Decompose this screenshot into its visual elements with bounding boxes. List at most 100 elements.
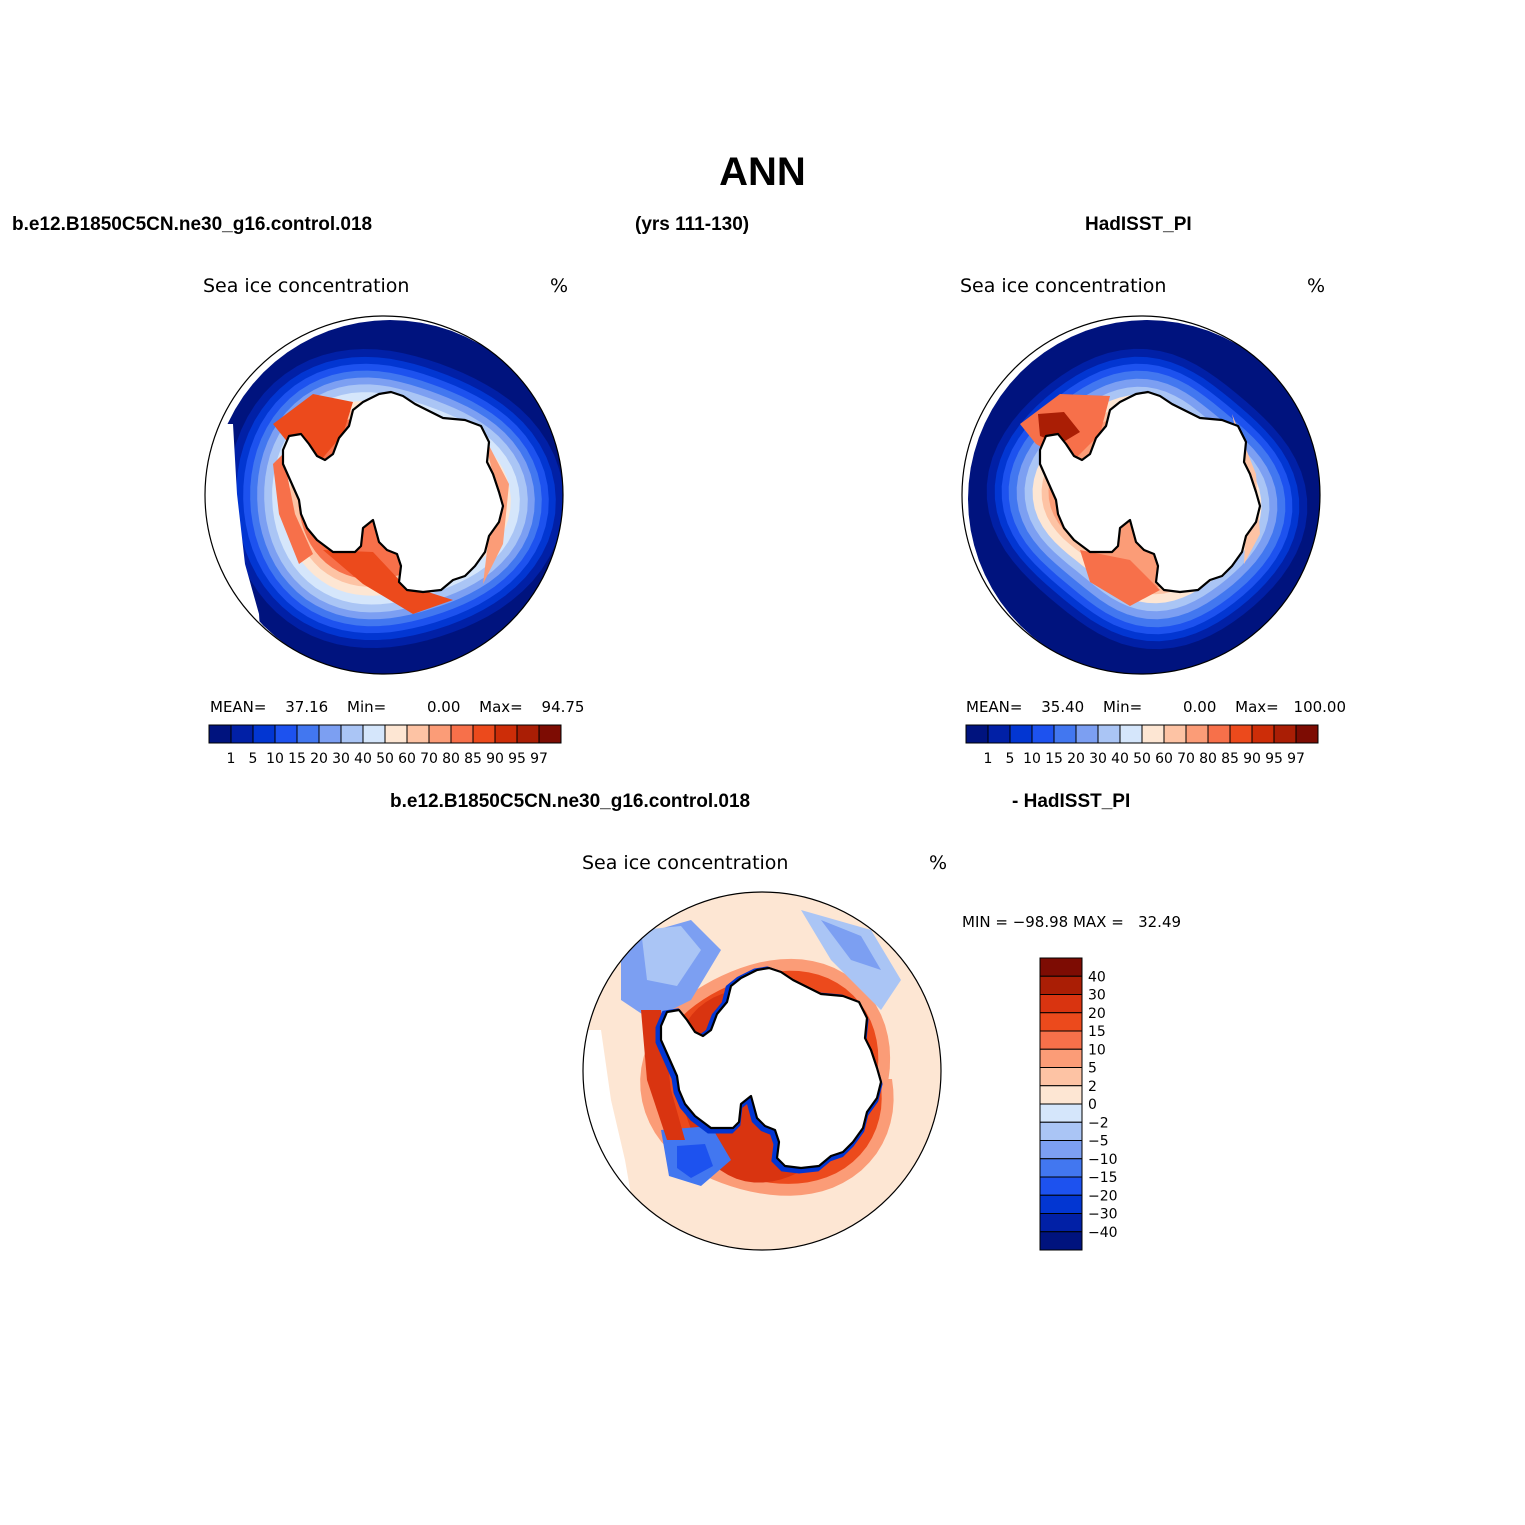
diff-colorbar-tick-label: 0: [1088, 1097, 1097, 1113]
diff-colorbar-tick-label: −2: [1088, 1115, 1109, 1131]
diff-colorbar-swatch: [1039, 1213, 1083, 1233]
obs-colorbar-tick-label: 10: [1023, 751, 1041, 767]
obs-colorbar-swatch: [1119, 724, 1143, 744]
obs-colorbar-swatch: [1207, 724, 1231, 744]
obs-colorbar-swatch: [1097, 724, 1121, 744]
obs-min-label: Min=: [1103, 698, 1143, 716]
model-colorbar-tick-label: 40: [354, 751, 372, 767]
diff-colorbar-swatch: [1039, 1158, 1083, 1178]
model-colorbar-swatch: [428, 724, 452, 744]
diff-obs-name: - HadISST_PI: [1012, 791, 1131, 812]
model-colorbar-tick-label: 60: [398, 751, 416, 767]
figure-title: ANN: [719, 150, 806, 194]
map-boundary: [204, 315, 564, 675]
model-colorbar-swatch: [472, 724, 496, 744]
diff-colorbar-tick-label: 15: [1088, 1024, 1106, 1040]
diff-colorbar-swatch: [1039, 1194, 1083, 1214]
obs-colorbar-swatch: [1075, 724, 1099, 744]
obs-colorbar-swatch: [1273, 724, 1297, 744]
obs-colorbar-swatch: [965, 724, 989, 744]
obs-polar-map: [961, 315, 1321, 675]
model-colorbar-swatch: [384, 724, 408, 744]
model-colorbar-swatch: [450, 724, 474, 744]
model-stats: MEAN= 37.16 Min= 0.00 Max= 94.75: [210, 698, 584, 716]
model-colorbar-tick-label: 85: [464, 751, 482, 767]
model-colorbar-swatch: [340, 724, 364, 744]
diff-colorbar-tick-label: 2: [1088, 1079, 1097, 1095]
antarctica-coastline: [659, 966, 883, 1170]
diff-colorbar-swatch: [1039, 1121, 1083, 1141]
obs-map-units: %: [1307, 275, 1326, 297]
model-colorbar-tick-label: 80: [442, 751, 460, 767]
obs-colorbar-tick-label: 95: [1265, 751, 1283, 767]
model-colorbar-swatch: [538, 724, 562, 744]
obs-colorbar-swatch: [1053, 724, 1077, 744]
obs-colorbar-tick-label: 20: [1067, 751, 1085, 767]
model-colorbar-swatch: [494, 724, 518, 744]
model-colorbar-swatch: [208, 724, 232, 744]
obs-colorbar-tick-label: 40: [1111, 751, 1129, 767]
model-colorbar-tick-label: 5: [249, 751, 258, 767]
diff-colorbar-tick-label: 30: [1088, 988, 1106, 1004]
diff-colorbar-swatch: [1039, 1030, 1083, 1050]
model-mean-label: MEAN=: [210, 698, 267, 716]
model-case-name: b.e12.B1850C5CN.ne30_g16.control.018: [12, 214, 373, 235]
obs-colorbar-tick-label: 60: [1155, 751, 1173, 767]
diff-map-title: Sea ice concentration: [582, 852, 789, 874]
diff-minmax: MIN = −98.98 MAX = 32.49: [962, 913, 1182, 931]
obs-mean-value: 35.40: [1041, 698, 1085, 716]
diff-colorbar-tick-label: −10: [1088, 1152, 1118, 1168]
model-colorbar-tick-label: 15: [288, 751, 306, 767]
diff-colorbar-tick-label: −5: [1088, 1134, 1109, 1150]
map-boundary: [961, 315, 1321, 675]
obs-colorbar-swatch: [1009, 724, 1033, 744]
model-colorbar-tick-label: 1: [227, 751, 236, 767]
model-max-label: Max=: [479, 698, 523, 716]
diff-colorbar-tick-label: −20: [1088, 1188, 1118, 1204]
model-colorbar-swatch: [230, 724, 254, 744]
model-colorbar-swatch: [274, 724, 298, 744]
obs-colorbar-swatch: [987, 724, 1011, 744]
obs-colorbar-swatch: [1229, 724, 1253, 744]
diff-colorbar-swatch: [1039, 994, 1083, 1014]
obs-colorbar-swatch: [1251, 724, 1275, 744]
diff-colorbar-swatch: [1039, 1067, 1083, 1087]
obs-colorbar-tick-label: 30: [1089, 751, 1107, 767]
diff-colorbar-swatch: [1039, 1231, 1083, 1251]
diff-colorbar-tick-label: 20: [1088, 1006, 1106, 1022]
antarctica-coastline: [1038, 390, 1262, 594]
model-colorbar-swatch: [296, 724, 320, 744]
diff-case-name: b.e12.B1850C5CN.ne30_g16.control.018: [390, 791, 751, 812]
obs-map-title: Sea ice concentration: [960, 275, 1167, 297]
diff-colorbar-tick-label: −30: [1088, 1207, 1118, 1223]
obs-colorbar-tick-label: 1: [984, 751, 993, 767]
model-colorbar-tick-label: 90: [486, 751, 504, 767]
model-colorbar-tick-label: 97: [530, 751, 548, 767]
model-min-label: Min=: [347, 698, 387, 716]
model-colorbar-tick-label: 10: [266, 751, 284, 767]
obs-colorbar-swatch: [1031, 724, 1055, 744]
diff-map-units: %: [929, 852, 948, 874]
model-colorbar-tick-label: 95: [508, 751, 526, 767]
model-colorbar-swatch: [362, 724, 386, 744]
model-colorbar-swatch: [252, 724, 276, 744]
obs-max-label: Max=: [1235, 698, 1279, 716]
diff-colorbar-swatch: [1039, 1140, 1083, 1160]
model-map-units: %: [550, 275, 569, 297]
obs-colorbar-tick-label: 90: [1243, 751, 1261, 767]
model-colorbar-tick-label: 30: [332, 751, 350, 767]
obs-colorbar: 1 5 10 15 20 30 40 50 60 70 80 85 90 95 97: [965, 724, 1319, 767]
obs-colorbar-swatch: [1163, 724, 1187, 744]
model-colorbar-swatch: [406, 724, 430, 744]
diff-colorbar-swatch: [1039, 975, 1083, 995]
model-polar-map: [204, 315, 564, 675]
model-colorbar-tick-label: 50: [376, 751, 394, 767]
obs-mean-label: MEAN=: [966, 698, 1023, 716]
diff-colorbar-swatch: [1039, 957, 1083, 977]
diff-colorbar-tick-label: 5: [1088, 1061, 1097, 1077]
model-max-value: 94.75: [541, 698, 585, 716]
model-map-title: Sea ice concentration: [203, 275, 410, 297]
obs-colorbar-tick-label: 5: [1006, 751, 1015, 767]
obs-colorbar-tick-label: 70: [1177, 751, 1195, 767]
model-colorbar-swatch: [516, 724, 540, 744]
